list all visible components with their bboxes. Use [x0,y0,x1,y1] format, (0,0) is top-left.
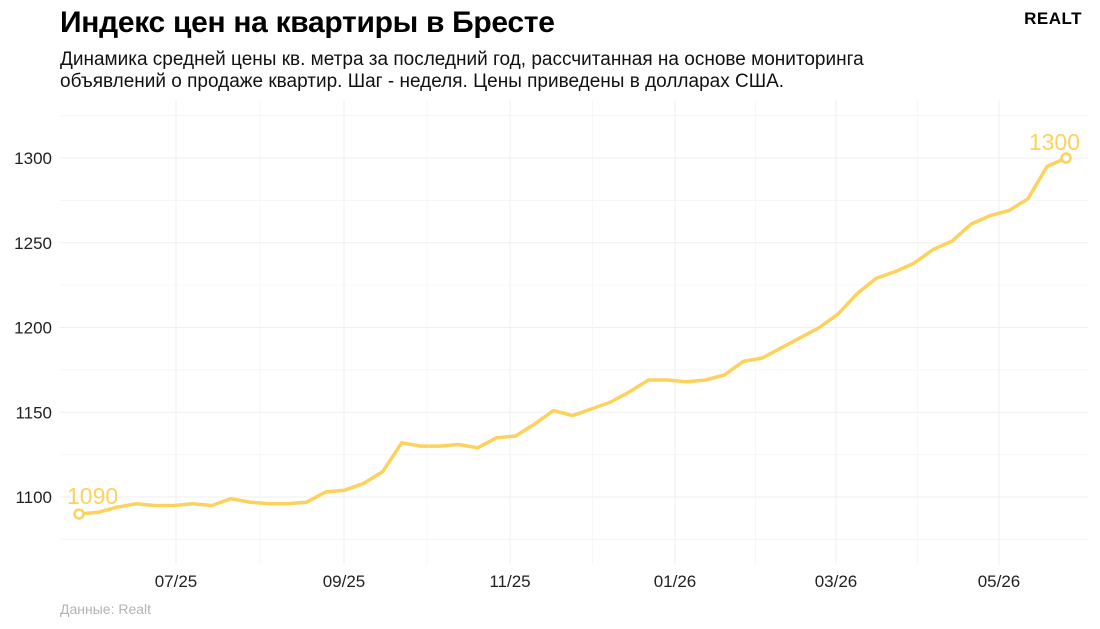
y-tick-label: 1150 [15,403,52,422]
start-value-label: 1090 [67,483,118,509]
chart-subtitle: Динамика средней цены кв. метра за после… [60,49,864,92]
x-tick-label: 01/26 [654,572,697,591]
chart-grid [60,100,1088,565]
end-point-marker [1060,152,1072,164]
y-tick-label: 1250 [14,234,52,253]
annotation-layer: 1090 1300 [67,129,1080,509]
end-value-label: 1300 [1029,129,1080,155]
x-tick-label: 05/26 [978,572,1021,591]
chart-title: Индекс цен на квартиры в Бресте [60,6,555,39]
y-axis-ticks: 1100 1150 1200 1250 1300 [14,149,52,507]
y-tick-label: 1100 [15,488,52,507]
realt-logo[interactable]: REALT [1024,9,1082,28]
start-point-marker [73,508,85,520]
x-tick-label: 07/25 [155,572,198,591]
y-tick-label: 1200 [14,319,52,338]
x-tick-label: 09/25 [323,572,366,591]
x-tick-label: 11/25 [489,572,530,591]
data-source-caption: Данные: Realt [60,601,152,617]
y-tick-label: 1300 [14,149,52,168]
x-axis-ticks: 07/25 09/25 11/25 01/26 03/26 05/26 [155,572,1021,591]
x-tick-label: 03/26 [815,572,858,591]
series-layer [73,152,1072,520]
price-series-line [77,156,1068,516]
